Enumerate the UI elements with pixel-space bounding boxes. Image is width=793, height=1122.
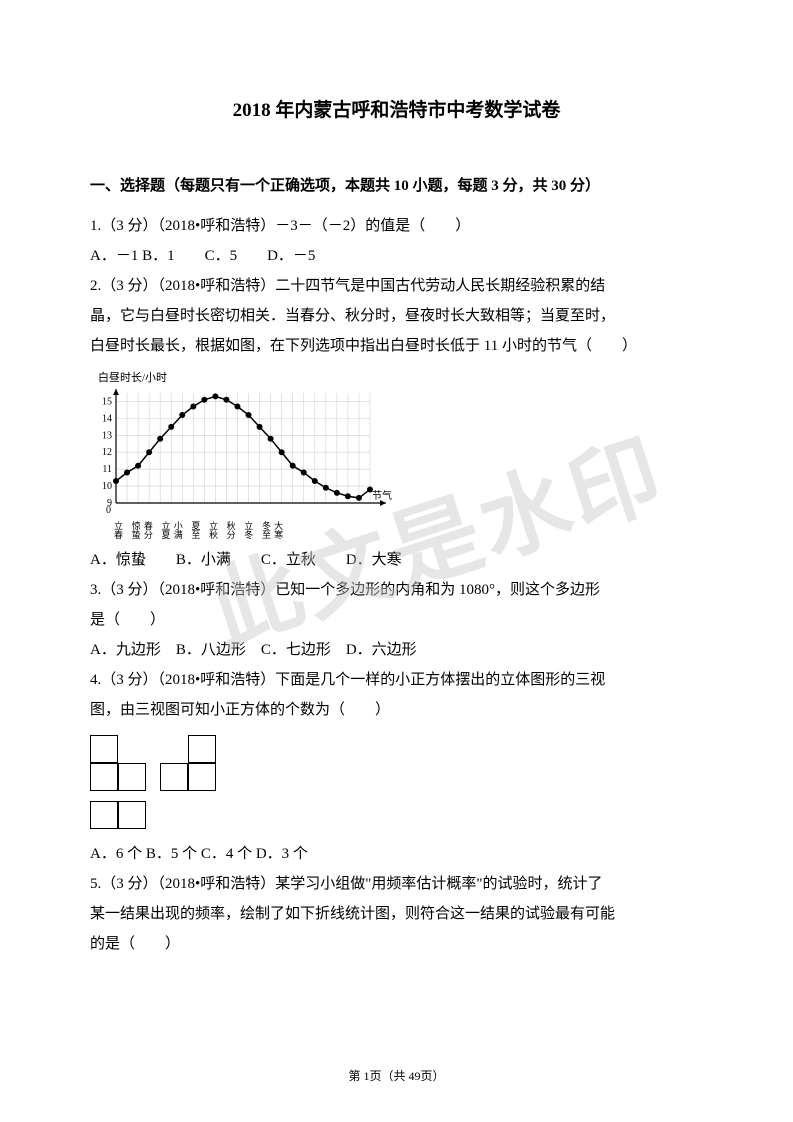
svg-text:14: 14 xyxy=(102,413,112,424)
svg-text:12: 12 xyxy=(102,447,112,458)
q3-options: A．九边形 B．八边形 C．七边形 D．六边形 xyxy=(90,635,703,665)
q5-stem-line2: 某一结果出现的频率，绘制了如下折线统计图，则符合这一结果的试验最有可能 xyxy=(90,899,703,929)
q2-stem-line1: 2.（3 分）（2018•呼和浩特）二十四节气是中国古代劳动人民长期经验积累的结 xyxy=(90,271,703,301)
svg-text:0: 0 xyxy=(106,505,111,516)
q1-stem: 1.（3 分）（2018•呼和浩特）－3－（－2）的值是（ ） xyxy=(90,211,703,241)
q4-view2 xyxy=(160,735,216,791)
svg-text:10: 10 xyxy=(102,481,112,492)
svg-text:节气: 节气 xyxy=(372,489,392,502)
q4-stem-line2: 图，由三视图可知小正方体的个数为（ ） xyxy=(90,695,703,725)
chart-xticks-row2: 春 蛰分 夏满 至 秋 分 冬 至寒 xyxy=(114,531,703,541)
chart-ylabel: 白昼时长/小时 xyxy=(98,369,703,385)
q3-stem-line2: 是（ ） xyxy=(90,605,703,635)
svg-text:13: 13 xyxy=(102,430,112,441)
q4-views-row xyxy=(90,735,703,791)
q2-stem-line3: 白昼时长最长，根据如图，在下列选项中指出白昼时长低于 11 小时的节气（ ） xyxy=(90,331,703,361)
q4-options: A．6 个 B．5 个 C．4 个 D．3 个 xyxy=(90,839,703,869)
q2-chart: 白昼时长/小时 9101112131415节气0 立 惊春 立小 夏 立 秋 立… xyxy=(90,369,703,542)
footer-mid: 页（共 xyxy=(369,1069,408,1083)
q2-stem-line2: 晶，它与白昼时长密切相关．当春分、秋分时，昼夜时长大致相等；当夏至时， xyxy=(90,301,703,331)
svg-text:15: 15 xyxy=(102,396,112,407)
q4-stem-line1: 4.（3 分）（2018•呼和浩特）下面是几个一样的小正方体摆出的立体图形的三视 xyxy=(90,665,703,695)
q5-stem-line3: 的是（ ） xyxy=(90,929,703,959)
page-footer: 第 1页（共 49页） xyxy=(0,1067,793,1084)
q4-view3-wrap xyxy=(90,801,703,829)
footer-total: 49 xyxy=(409,1069,421,1083)
footer-prefix: 第 xyxy=(348,1069,363,1083)
footer-suffix: 页） xyxy=(421,1069,445,1083)
q3-stem-line1: 3.（3 分）（2018•呼和浩特）已知一个多边形的内角和为 1080°，则这个… xyxy=(90,575,703,605)
q4-view1 xyxy=(90,735,146,791)
page-title: 2018 年内蒙古呼和浩特市中考数学试卷 xyxy=(90,95,703,122)
section-header: 一、选择题（每题只有一个正确选项，本题共 10 小题，每题 3 分，共 30 分… xyxy=(90,172,703,201)
chart-svg: 9101112131415节气0 xyxy=(90,387,400,517)
q4-view3 xyxy=(90,801,703,829)
q2-options: A．惊蛰 B．小满 C．立秋 D．大寒 xyxy=(90,545,703,575)
q5-stem-line1: 5.（3 分）（2018•呼和浩特）某学习小组做"用频率估计概率"的试验时，统计… xyxy=(90,869,703,899)
q1-options: A．－1 B．1 C．5 D．－5 xyxy=(90,241,703,271)
svg-text:11: 11 xyxy=(102,464,112,475)
